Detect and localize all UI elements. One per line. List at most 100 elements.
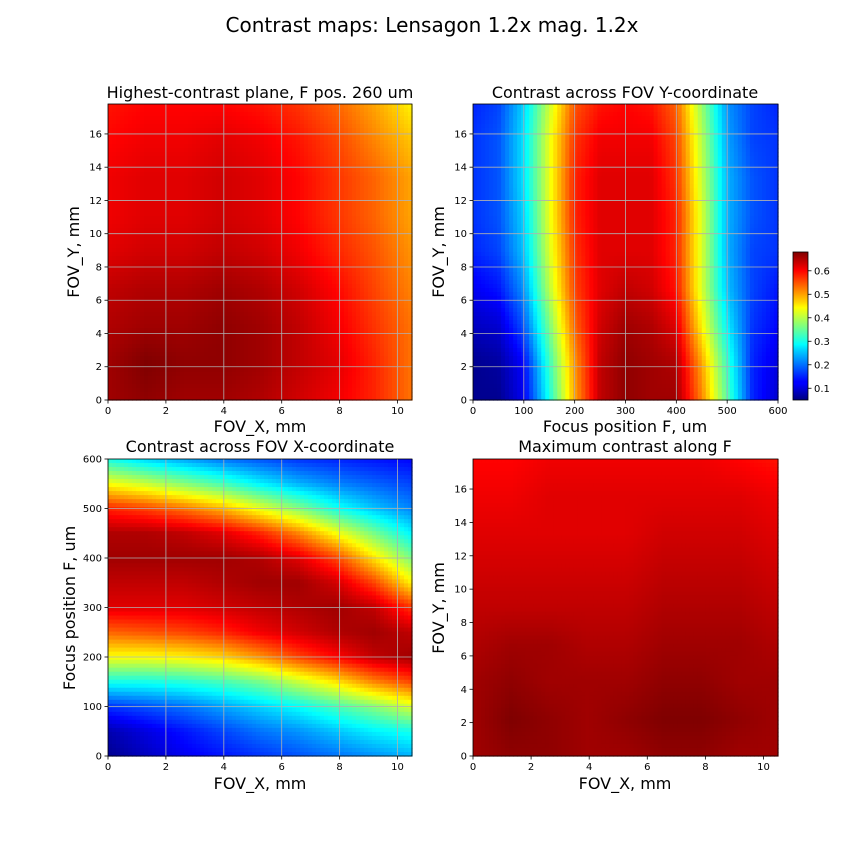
heatmap-cell — [188, 120, 193, 125]
heatmap-cell — [344, 164, 349, 169]
heatmap-cell — [112, 204, 117, 209]
heatmap-cell — [348, 156, 353, 161]
heatmap-cell — [308, 268, 313, 273]
heatmap-cell — [232, 308, 237, 313]
heatmap-cell — [128, 264, 133, 269]
heatmap-cell — [232, 236, 237, 241]
heatmap-cell — [360, 212, 365, 217]
heatmap-cell — [180, 312, 185, 317]
heatmap-cell — [328, 124, 333, 129]
heatmap-cell — [152, 332, 157, 337]
heatmap-cell — [388, 188, 393, 193]
heatmap-cell — [356, 160, 361, 165]
heatmap-cell — [308, 316, 313, 321]
heatmap-cell — [232, 144, 237, 149]
heatmap-cell — [132, 344, 137, 349]
heatmap-cell — [316, 136, 321, 141]
heatmap-cell — [376, 320, 381, 325]
heatmap-cell — [328, 216, 333, 221]
heatmap-cell — [260, 272, 265, 277]
heatmap-cell — [380, 232, 385, 237]
heatmap-cell — [252, 136, 257, 141]
heatmap-cell — [352, 244, 357, 249]
heatmap-cell — [260, 276, 265, 281]
heatmap-cell — [176, 292, 181, 297]
heatmap-cell — [384, 180, 389, 185]
heatmap-cell — [260, 124, 265, 129]
heatmap-cell — [364, 192, 369, 197]
heatmap-cell — [368, 308, 373, 313]
heatmap-cell — [236, 304, 241, 309]
heatmap-cell — [152, 176, 157, 181]
heatmap-cell — [124, 160, 129, 165]
heatmap-cell — [184, 188, 189, 193]
heatmap-cell — [400, 148, 405, 153]
heatmap-cell — [136, 164, 141, 169]
heatmap-cell — [264, 284, 269, 289]
heatmap-cell — [192, 308, 197, 313]
heatmap-cell — [136, 248, 141, 253]
heatmap-cell — [268, 156, 273, 161]
figure-title: Contrast maps: Lensagon 1.2x mag. 1.2x — [226, 13, 639, 37]
heatmap-cell — [252, 324, 257, 329]
heatmap-cell — [368, 168, 373, 173]
heatmap-cell — [276, 276, 281, 281]
heatmap-cell — [376, 332, 381, 337]
heatmap-cell — [152, 260, 157, 265]
heatmap-cell — [316, 224, 321, 229]
heatmap-cell — [340, 268, 345, 273]
heatmap-cell — [184, 168, 189, 173]
heatmap-cell — [248, 236, 253, 241]
heatmap-cell — [264, 328, 269, 333]
heatmap-cell — [388, 128, 393, 133]
heatmap-cell — [140, 116, 145, 121]
heatmap-cell — [380, 116, 385, 121]
heatmap-cell — [264, 160, 269, 165]
heatmap-cell — [356, 216, 361, 221]
heatmap-cell — [256, 344, 261, 349]
heatmap-cell — [400, 360, 405, 365]
heatmap-cell — [160, 288, 165, 293]
heatmap-cell — [352, 340, 357, 345]
heatmap-cell — [180, 212, 185, 217]
heatmap-cell — [232, 280, 237, 285]
heatmap-cell — [320, 344, 325, 349]
heatmap-cell — [324, 252, 329, 257]
heatmap-cell — [360, 192, 365, 197]
heatmap-cell — [344, 116, 349, 121]
heatmap-cell — [272, 164, 277, 169]
heatmap-cell — [404, 216, 409, 221]
heatmap-cell — [232, 364, 237, 369]
heatmap-cell — [120, 184, 125, 189]
heatmap-cell — [240, 124, 245, 129]
heatmap-cell — [360, 272, 365, 277]
heatmap-cell — [180, 316, 185, 321]
heatmap-cell — [224, 204, 229, 209]
heatmap-cell — [304, 252, 309, 257]
heatmap-cell — [192, 204, 197, 209]
heatmap-cell — [176, 348, 181, 353]
heatmap-cell — [260, 220, 265, 225]
heatmap-cell — [364, 316, 369, 321]
heatmap-cell — [380, 244, 385, 249]
heatmap-cell — [320, 252, 325, 257]
heatmap-cell — [368, 316, 373, 321]
heatmap-cell — [192, 344, 197, 349]
heatmap-cell — [208, 244, 213, 249]
heatmap-cell — [152, 348, 157, 353]
heatmap-cell — [116, 120, 121, 125]
heatmap-cell — [204, 272, 209, 277]
heatmap-cell — [116, 144, 121, 149]
heatmap-cell — [228, 256, 233, 261]
heatmap-cell — [112, 184, 117, 189]
heatmap-cell — [196, 332, 201, 337]
heatmap-cell — [228, 160, 233, 165]
heatmap-cell — [264, 352, 269, 357]
heatmap-cell — [268, 172, 273, 177]
heatmap-cell — [276, 236, 281, 241]
heatmap-cell — [232, 240, 237, 245]
heatmap-cell — [260, 188, 265, 193]
heatmap-cell — [188, 280, 193, 285]
heatmap-cell — [132, 324, 137, 329]
heatmap-cell — [236, 108, 241, 113]
